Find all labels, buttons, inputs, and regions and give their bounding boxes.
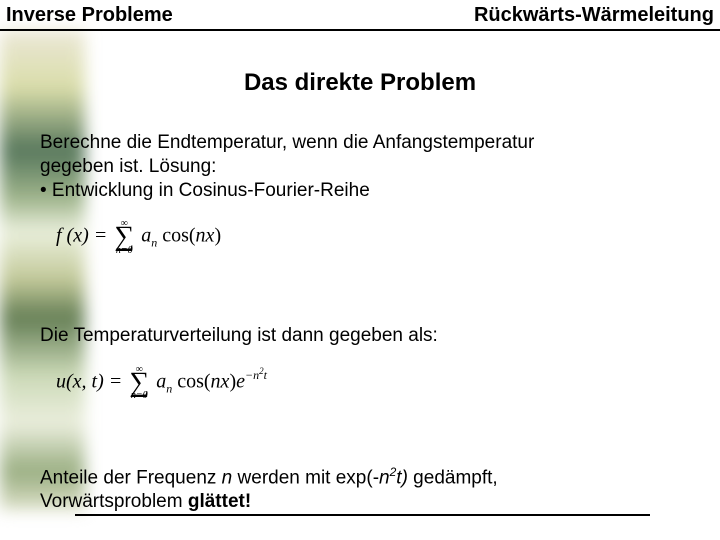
f2-e: e	[236, 370, 245, 392]
footer-rule	[75, 514, 650, 516]
p3-mid: werden mit exp(-	[232, 468, 379, 489]
p3-n: n	[222, 468, 233, 489]
header-left: Inverse Probleme	[6, 4, 173, 27]
header-right: Rückwärts-Wärmeleitung	[474, 4, 714, 27]
para1-bullet: • Entwicklung in Cosinus-Fourier-Reihe	[40, 179, 680, 203]
para1-line1: Berechne die Endtemperatur, wenn die Anf…	[40, 131, 680, 155]
formula-2: u(x, t) = ∞ ∑ n=0 an cos(nx)e−n2t	[0, 366, 720, 400]
f1-lhs: f (x) =	[56, 225, 112, 247]
sum-symbol-1: ∞ ∑ n=0	[114, 220, 134, 254]
slide-content: Inverse Probleme Rückwärts-Wärmeleitung …	[0, 0, 720, 514]
f1-a-sub: n	[151, 236, 157, 250]
f2-a-sub: n	[166, 381, 172, 395]
p3-line2a: Vorwärtsproblem	[40, 491, 188, 512]
p3-exp-base: n	[379, 468, 390, 489]
p3-suffix: gedämpft,	[408, 468, 498, 489]
f2-lhs: u(x, t) =	[56, 370, 127, 392]
f1-nx: nx	[196, 225, 215, 247]
p3-line2b: glättet!	[188, 491, 251, 512]
sum-symbol-2: ∞ ∑ n=0	[129, 366, 149, 400]
f1-cos: cos(	[162, 225, 195, 247]
f1-a: a	[141, 225, 151, 247]
p3-exp-tail: t)	[396, 468, 408, 489]
para1-line2: gegeben ist. Lösung:	[40, 155, 680, 179]
f1-close: )	[214, 225, 221, 247]
header-bar: Inverse Probleme Rückwärts-Wärmeleitung	[0, 0, 720, 31]
f2-exp: −n2t	[245, 368, 267, 382]
paragraph-3: Anteile der Frequenz n werden mit exp(-n…	[0, 465, 720, 514]
sigma-icon: ∑	[114, 227, 134, 247]
paragraph-2: Die Temperaturverteilung ist dann gegebe…	[0, 324, 720, 348]
formula-1: f (x) = ∞ ∑ n=0 an cos(nx)	[0, 220, 720, 254]
f2-cos: cos(	[177, 370, 210, 392]
f2-sum-bot: n=0	[131, 392, 148, 399]
f2-a: a	[156, 370, 166, 392]
paragraph-1: Berechne die Endtemperatur, wenn die Anf…	[0, 131, 720, 202]
p3-prefix: Anteile der Frequenz	[40, 468, 222, 489]
f2-nx: nx	[211, 370, 230, 392]
slide-title: Das direkte Problem	[0, 69, 720, 97]
f1-sum-bot: n=0	[116, 247, 133, 254]
